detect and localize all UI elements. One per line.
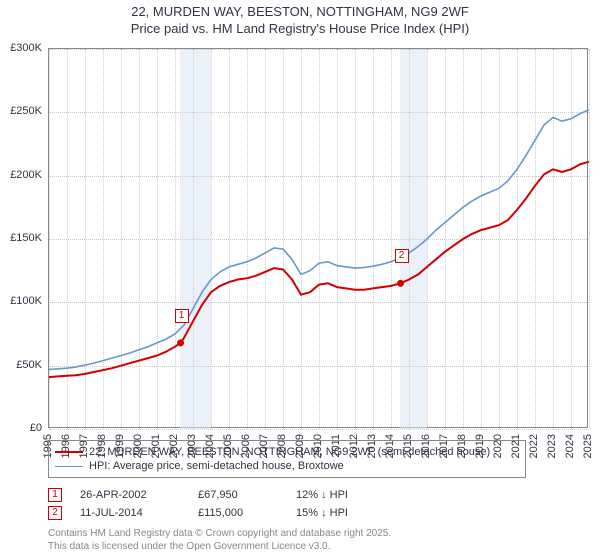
marker-callout: 2 [395,249,409,263]
transaction-delta: 12% ↓ HPI [296,489,386,501]
footer-line-1: Contains HM Land Registry data © Crown c… [48,528,391,539]
marker-dot [177,339,184,346]
x-axis-tick-label: 2022 [528,434,540,458]
y-axis-tick-label: £200K [10,169,42,181]
legend-box: 22, MURDEN WAY, BEESTON, NOTTINGHAM, NG9… [48,440,526,478]
y-axis-tick-label: £50K [16,359,42,371]
transaction-marker-ref: 2 [48,506,62,520]
marker-dot [397,280,404,287]
footer-attribution: Contains HM Land Registry data © Crown c… [48,528,391,553]
legend-label: 22, MURDEN WAY, BEESTON, NOTTINGHAM, NG9… [89,446,490,458]
title-line-2: Price paid vs. HM Land Registry's House … [131,21,469,36]
legend-row: HPI: Average price, semi-detached house,… [55,459,519,473]
footer-line-2: This data is licensed under the Open Gov… [48,541,330,552]
legend-swatch [55,466,83,467]
transaction-price: £115,000 [198,507,278,519]
chart-lines-svg [49,49,589,429]
transaction-date: 26-APR-2002 [80,489,180,501]
transaction-row: 2 11-JUL-2014 £115,000 15% ↓ HPI [48,504,588,522]
chart-plot-wrap: 12 1995199619971998199920002001200220032… [48,48,588,428]
title-line-1: 22, MURDEN WAY, BEESTON, NOTTINGHAM, NG9… [131,4,469,19]
gridline-horizontal [49,429,589,430]
transaction-table: 1 26-APR-2002 £67,950 12% ↓ HPI 2 11-JUL-2014… [48,486,588,522]
plot-area: 12 [48,48,588,428]
y-axis-tick-label: £100K [10,295,42,307]
legend-swatch [55,451,83,453]
chart-title: 22, MURDEN WAY, BEESTON, NOTTINGHAM, NG9… [0,0,600,38]
y-axis-tick-label: £300K [10,42,42,54]
transaction-delta: 15% ↓ HPI [296,507,386,519]
x-axis-tick-label: 2023 [546,434,558,458]
y-axis-tick-label: £0 [30,422,42,434]
transaction-price: £67,950 [198,489,278,501]
transaction-marker-ref: 1 [48,488,62,502]
legend-row: 22, MURDEN WAY, BEESTON, NOTTINGHAM, NG9… [55,445,519,459]
y-axis-tick-label: £250K [10,105,42,117]
x-axis-tick-label: 2024 [564,434,576,458]
series-line-price_paid [49,162,589,377]
legend-label: HPI: Average price, semi-detached house,… [89,460,344,472]
chart-container: 22, MURDEN WAY, BEESTON, NOTTINGHAM, NG9… [0,0,600,560]
marker-callout: 1 [175,309,189,323]
y-axis-tick-label: £150K [10,232,42,244]
x-axis-tick-label: 2025 [582,434,594,458]
gridline-vertical [589,49,590,429]
transaction-date: 11-JUL-2014 [80,507,180,519]
transaction-row: 1 26-APR-2002 £67,950 12% ↓ HPI [48,486,588,504]
series-line-hpi [49,110,589,370]
